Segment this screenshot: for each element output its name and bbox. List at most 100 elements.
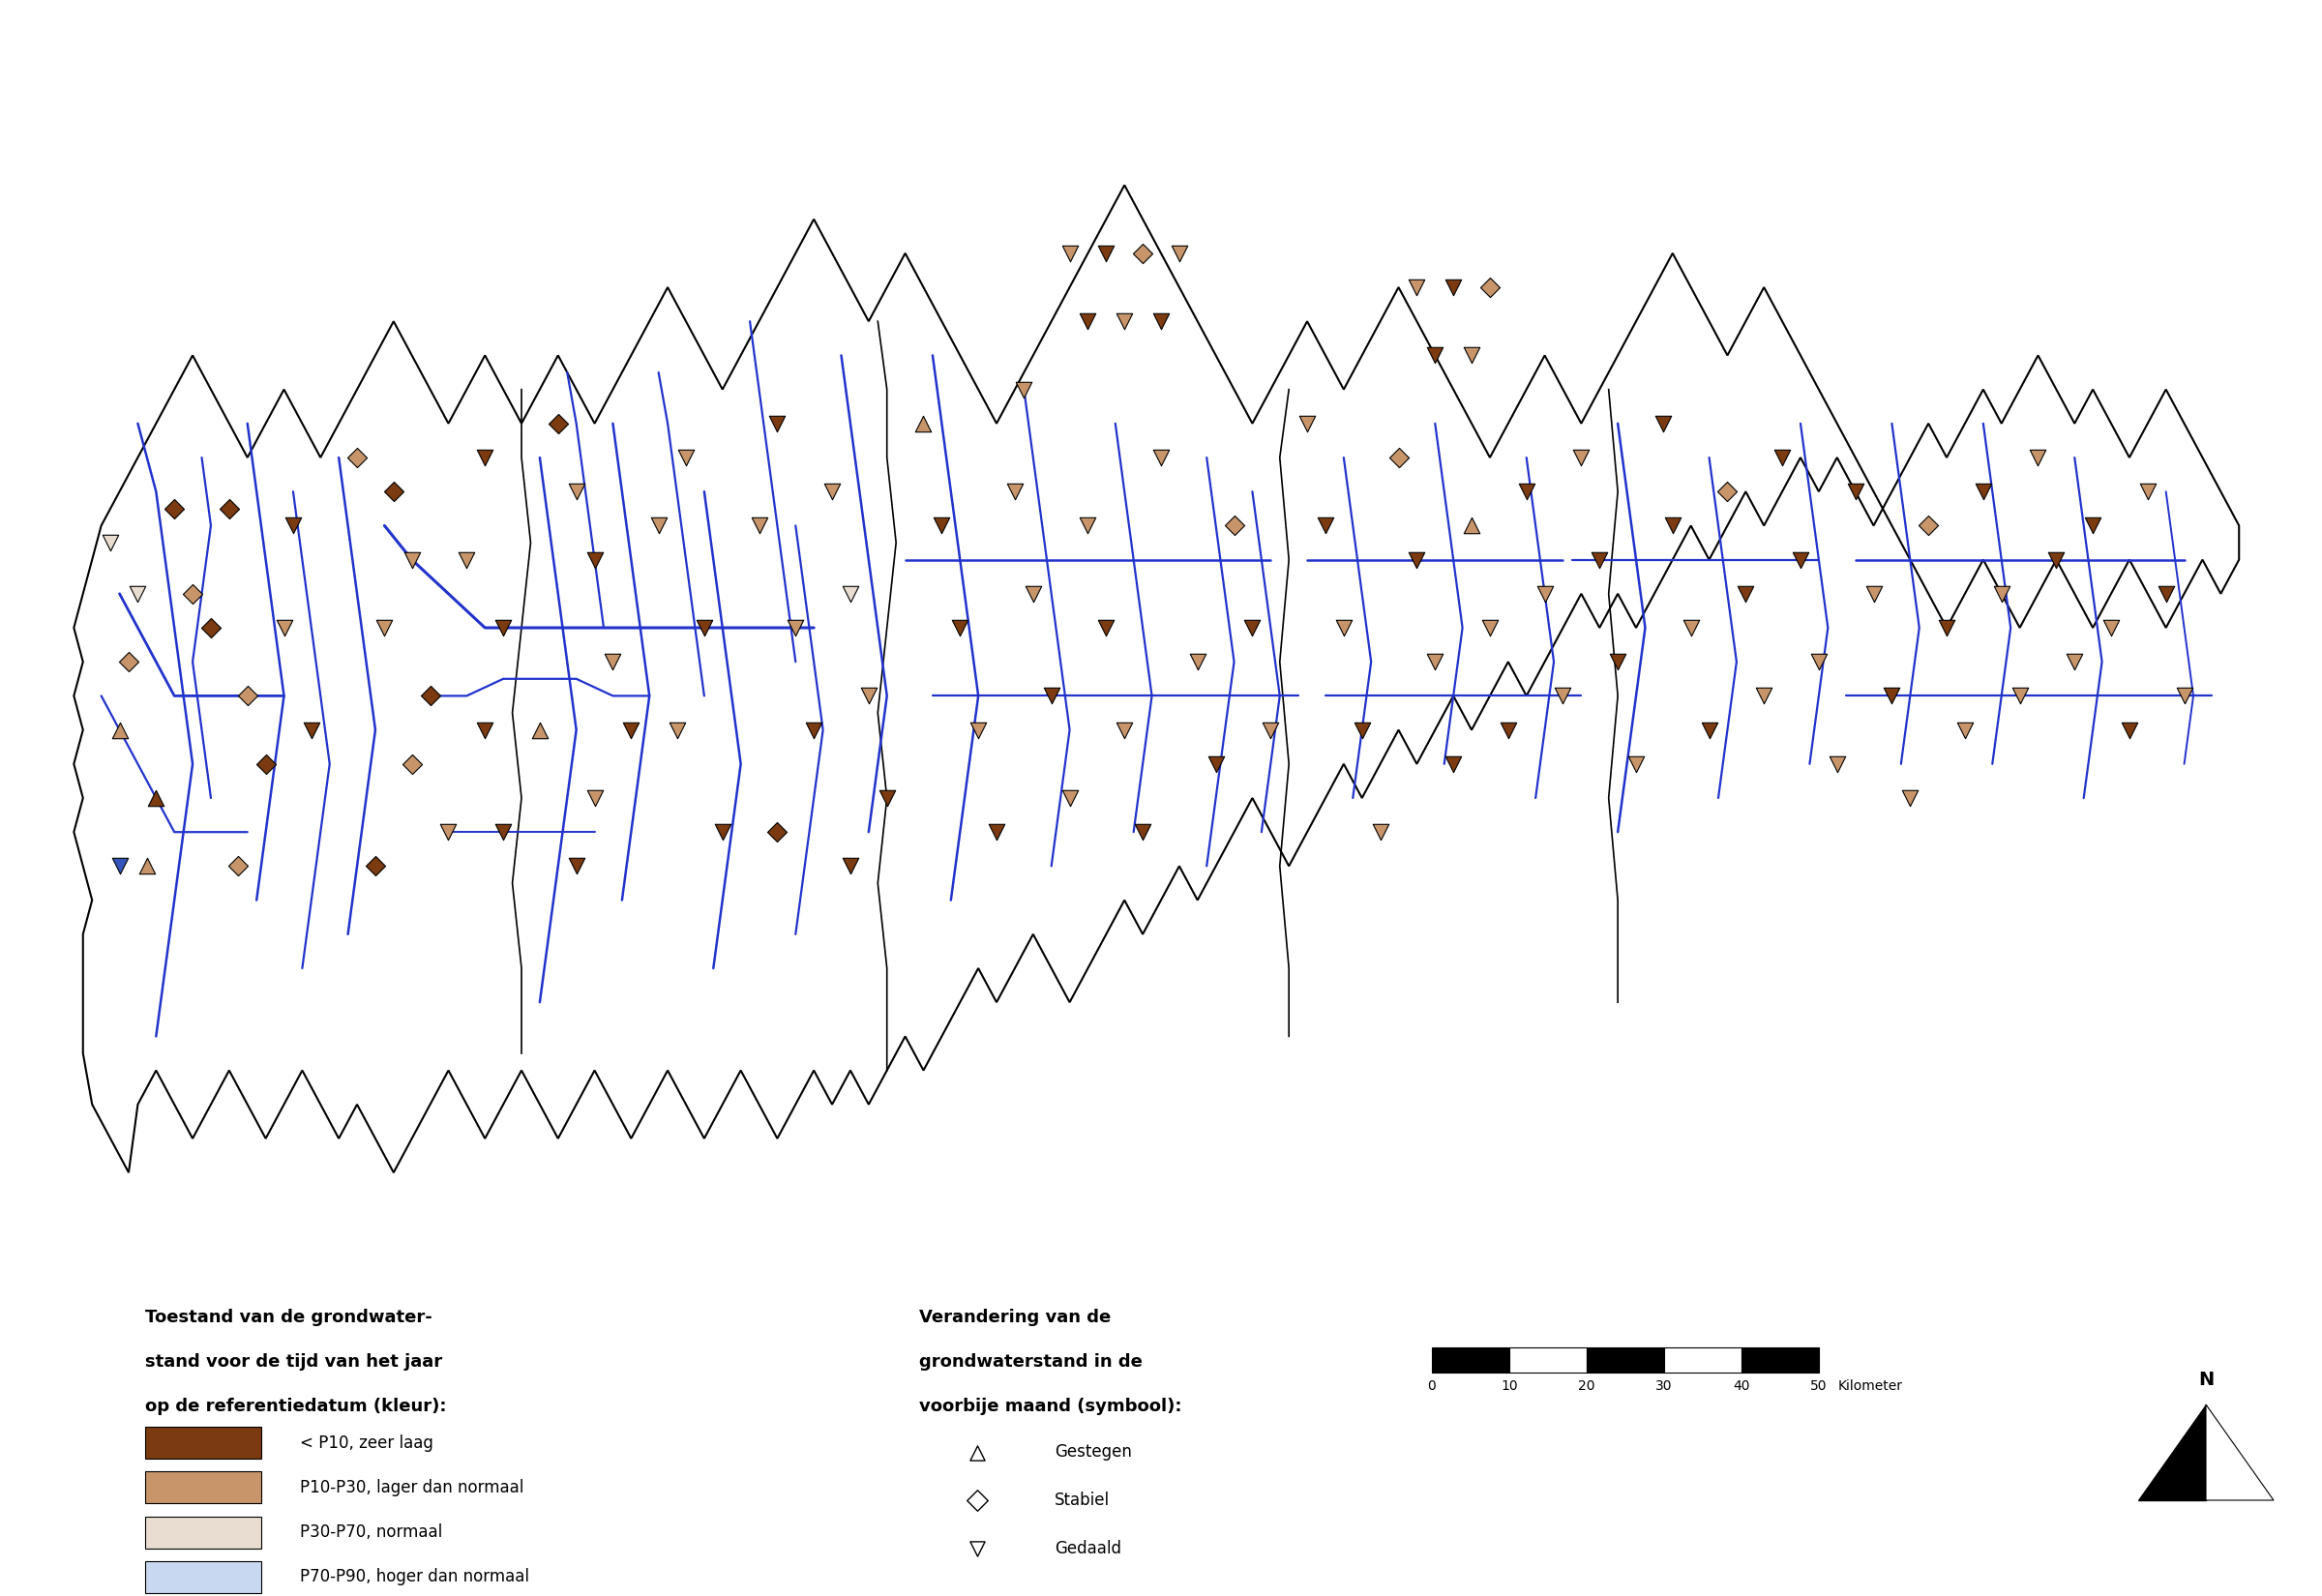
Point — [1690, 717, 1728, 742]
Text: 0: 0 — [1428, 1379, 1435, 1392]
Bar — [144, 1427, 260, 1459]
Point — [367, 614, 404, 640]
Point — [557, 854, 594, 879]
Point — [392, 752, 430, 777]
Point — [641, 512, 678, 538]
Point — [594, 650, 632, 675]
Point — [613, 717, 650, 742]
Point — [759, 410, 796, 436]
Point — [1765, 445, 1802, 471]
Point — [193, 614, 230, 640]
Bar — [144, 1472, 260, 1503]
Point — [1618, 752, 1656, 777]
Point — [1709, 479, 1746, 504]
Bar — [1509, 1347, 1586, 1373]
Point — [959, 717, 996, 742]
Point — [137, 785, 174, 811]
Bar — [144, 1516, 260, 1548]
Point — [1600, 650, 1637, 675]
Bar — [144, 1561, 260, 1593]
Point — [657, 717, 694, 742]
Point — [485, 819, 522, 844]
Text: Gestegen: Gestegen — [1054, 1444, 1131, 1460]
Point — [1544, 683, 1581, 709]
Text: Stabiel: Stabiel — [1054, 1492, 1110, 1508]
Point — [128, 854, 165, 879]
Bar — [1433, 1347, 1509, 1373]
Text: Kilometer: Kilometer — [1839, 1379, 1904, 1392]
Bar — [1665, 1347, 1742, 1373]
Point — [246, 752, 283, 777]
Point — [868, 785, 906, 811]
Point — [1124, 819, 1161, 844]
Bar — [1586, 1347, 1665, 1373]
Point — [1454, 512, 1491, 538]
Point — [1087, 241, 1124, 267]
Point — [1398, 275, 1435, 300]
Polygon shape — [74, 185, 2238, 1173]
Point — [430, 819, 467, 844]
Point — [1307, 512, 1344, 538]
Point — [1142, 445, 1180, 471]
Point — [1927, 614, 1964, 640]
Point — [850, 683, 887, 709]
Point — [1855, 581, 1892, 606]
Point — [1289, 410, 1326, 436]
Point — [1233, 614, 1270, 640]
Point — [1087, 614, 1124, 640]
Point — [1800, 650, 1837, 675]
Point — [392, 547, 430, 573]
Point — [1581, 547, 1618, 573]
Point — [1070, 512, 1108, 538]
Point — [2092, 614, 2129, 640]
Point — [1379, 445, 1416, 471]
Point — [924, 512, 961, 538]
Point — [539, 410, 576, 436]
Text: 40: 40 — [1732, 1379, 1751, 1392]
Point — [906, 410, 943, 436]
Point — [1180, 650, 1217, 675]
Point — [685, 614, 722, 640]
Point — [831, 854, 868, 879]
Point — [2148, 581, 2185, 606]
Point — [1892, 785, 1930, 811]
Text: P30-P70, normaal: P30-P70, normaal — [300, 1524, 444, 1540]
Point — [156, 496, 193, 522]
Point — [1005, 377, 1043, 402]
Point — [1435, 275, 1472, 300]
Point — [1507, 479, 1544, 504]
Point — [1644, 410, 1681, 436]
Point — [759, 819, 796, 844]
Point — [2002, 683, 2039, 709]
Point — [2055, 650, 2092, 675]
Point — [1105, 717, 1142, 742]
Point — [467, 445, 504, 471]
Text: grondwaterstand in de: grondwaterstand in de — [920, 1353, 1142, 1371]
Point — [293, 717, 330, 742]
Point — [1964, 479, 2002, 504]
Point — [1491, 717, 1528, 742]
Point — [1472, 275, 1509, 300]
Point — [100, 854, 137, 879]
Point — [1416, 343, 1454, 369]
Point — [485, 614, 522, 640]
Point — [520, 717, 557, 742]
Point — [1728, 581, 1765, 606]
Point — [339, 445, 376, 471]
Text: P70-P90, hoger dan normaal: P70-P90, hoger dan normaal — [300, 1569, 529, 1585]
Point — [1252, 717, 1289, 742]
Point — [741, 512, 778, 538]
Point — [1326, 614, 1363, 640]
Text: 20: 20 — [1579, 1379, 1595, 1392]
Point — [221, 854, 258, 879]
Text: 30: 30 — [1656, 1379, 1672, 1392]
Point — [411, 683, 448, 709]
Point — [704, 819, 741, 844]
Polygon shape — [2139, 1404, 2206, 1500]
Point — [1983, 581, 2020, 606]
Point — [1526, 581, 1563, 606]
Point — [1563, 445, 1600, 471]
Point — [1124, 241, 1161, 267]
Point — [1214, 512, 1252, 538]
Point — [230, 683, 267, 709]
